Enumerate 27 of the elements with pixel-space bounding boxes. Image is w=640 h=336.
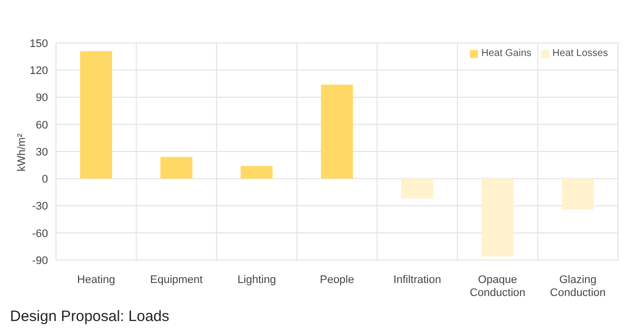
- y-tick-label: 30: [36, 146, 48, 158]
- x-tick-label: Heating: [77, 274, 116, 286]
- y-tick-label: 60: [36, 119, 48, 132]
- bar: [401, 178, 434, 199]
- text: Design Proposal: Loads: [10, 308, 170, 325]
- legend-label: Heat Gains: [480, 48, 532, 59]
- y-tick-label: 90: [36, 92, 48, 104]
- y-tick-label: 120: [30, 65, 48, 78]
- bar: [562, 178, 594, 210]
- legend-label: Heat Losses: [551, 48, 608, 59]
- y-axis-title: kWh/m²: [16, 133, 28, 172]
- x-tick-label: Equipment: [150, 274, 203, 286]
- bar: [320, 84, 353, 179]
- x-tick-label: Glazing Conduction: [550, 274, 606, 299]
- y-tick-label: 150: [30, 38, 48, 50]
- bar: [160, 156, 192, 179]
- bar: [80, 51, 112, 179]
- y-tick-label: -90: [32, 254, 48, 267]
- bar: [240, 166, 273, 179]
- x-tick-label: Lighting: [237, 274, 276, 286]
- x-tick-label: People: [320, 274, 354, 286]
- bar: [482, 178, 514, 256]
- y-tick-label: -60: [32, 228, 48, 240]
- y-tick-label: 0: [42, 174, 48, 186]
- x-tick-label: Infiltration: [393, 274, 442, 286]
- x-tick-label: Opaque Conduction: [470, 274, 526, 299]
- y-tick-label: -30: [32, 200, 48, 213]
